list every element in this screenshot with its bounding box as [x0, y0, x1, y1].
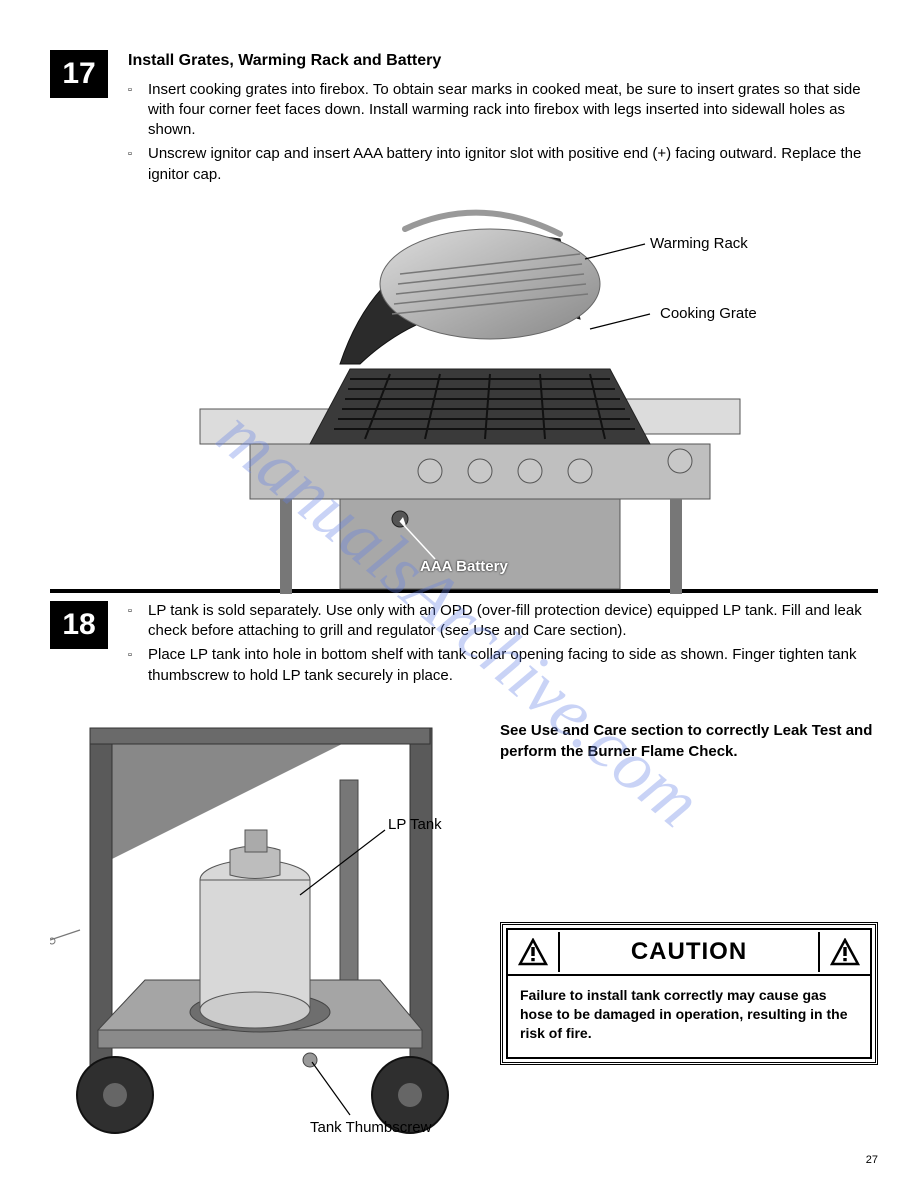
page-number: 27	[866, 1153, 878, 1168]
bullet-icon: ▫	[128, 601, 140, 642]
grill-figure: Warming Rack Cooking Grate AAA Battery	[50, 199, 878, 589]
warning-icon	[508, 932, 560, 972]
tank-figure: LP Tank Tank Thumbscrew	[50, 720, 470, 1140]
step-17-title: Install Grates, Warming Rack and Battery	[128, 50, 878, 72]
step-number-18: 18	[50, 601, 108, 649]
step-17-bullet-2: ▫ Unscrew ignitor cap and insert AAA bat…	[128, 144, 878, 185]
bullet-icon: ▫	[128, 80, 140, 141]
callout-aaa-battery: AAA Battery	[420, 557, 508, 577]
grill-diagram	[190, 199, 750, 599]
bullet-text: LP tank is sold separately. Use only wit…	[148, 601, 878, 642]
bullet-icon: ▫	[128, 144, 140, 185]
step-18-bullet-2: ▫ Place LP tank into hole in bottom shel…	[128, 645, 878, 686]
bullet-text: Unscrew ignitor cap and insert AAA batte…	[148, 144, 878, 185]
bullet-text: Insert cooking grates into firebox. To o…	[148, 80, 878, 141]
step-17-bullet-1: ▫ Insert cooking grates into firebox. To…	[128, 80, 878, 141]
step-17: 17 Install Grates, Warming Rack and Batt…	[50, 50, 878, 189]
caution-title: CAUTION	[560, 930, 818, 974]
caution-body: Failure to install tank correctly may ca…	[508, 976, 870, 1057]
callout-warming-rack: Warming Rack	[650, 234, 748, 254]
tank-diagram	[50, 720, 470, 1140]
step-number-17: 17	[50, 50, 108, 98]
leak-test-note: See Use and Care section to correctly Le…	[500, 720, 878, 762]
callout-cooking-grate: Cooking Grate	[660, 304, 757, 324]
bullet-icon: ▫	[128, 645, 140, 686]
caution-box: CAUTION Failure to install tank correctl…	[500, 922, 878, 1065]
step-18-bullet-1: ▫ LP tank is sold separately. Use only w…	[128, 601, 878, 642]
warning-icon	[818, 932, 870, 972]
step-18: 18 ▫ LP tank is sold separately. Use onl…	[50, 601, 878, 690]
callout-thumbscrew: Tank Thumbscrew	[310, 1118, 431, 1138]
callout-lp-tank: LP Tank	[388, 815, 442, 835]
bullet-text: Place LP tank into hole in bottom shelf …	[148, 645, 878, 686]
